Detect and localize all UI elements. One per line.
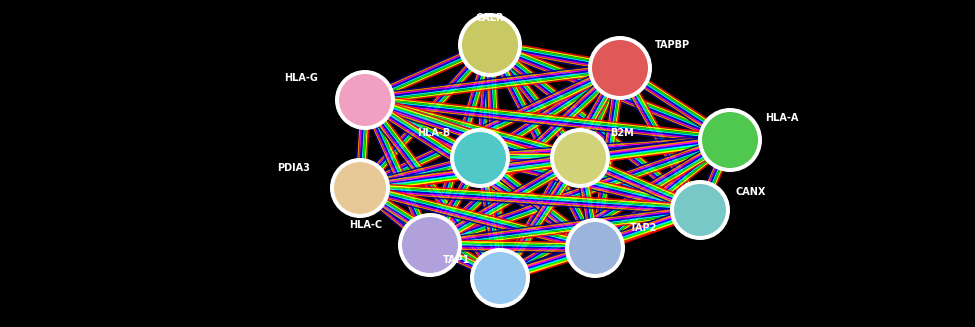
Text: PDIA3: PDIA3 <box>277 163 310 173</box>
Circle shape <box>565 218 625 278</box>
Circle shape <box>554 132 606 184</box>
Text: HLA-C: HLA-C <box>349 220 382 230</box>
Circle shape <box>698 108 762 172</box>
Circle shape <box>670 180 730 240</box>
Text: HLA-G: HLA-G <box>284 73 318 83</box>
Circle shape <box>462 17 518 73</box>
Circle shape <box>402 217 458 273</box>
Circle shape <box>458 13 522 77</box>
Circle shape <box>592 40 648 96</box>
Circle shape <box>550 128 610 188</box>
Text: HLA-B: HLA-B <box>416 128 450 138</box>
Text: CANX: CANX <box>735 187 765 197</box>
Circle shape <box>474 252 526 304</box>
Circle shape <box>588 36 652 100</box>
Circle shape <box>334 162 386 214</box>
Text: HLA-A: HLA-A <box>765 113 799 123</box>
Text: CALR: CALR <box>476 13 504 23</box>
Circle shape <box>569 222 621 274</box>
Circle shape <box>335 70 395 130</box>
Text: TAPBP: TAPBP <box>655 40 690 50</box>
Circle shape <box>702 112 758 168</box>
Circle shape <box>398 213 462 277</box>
Text: TAP1: TAP1 <box>443 255 470 265</box>
Circle shape <box>330 158 390 218</box>
Text: TAP2: TAP2 <box>630 223 657 233</box>
Circle shape <box>339 74 391 126</box>
Text: B2M: B2M <box>610 128 634 138</box>
Circle shape <box>450 128 510 188</box>
Circle shape <box>470 248 530 308</box>
Circle shape <box>674 184 726 236</box>
Circle shape <box>454 132 506 184</box>
